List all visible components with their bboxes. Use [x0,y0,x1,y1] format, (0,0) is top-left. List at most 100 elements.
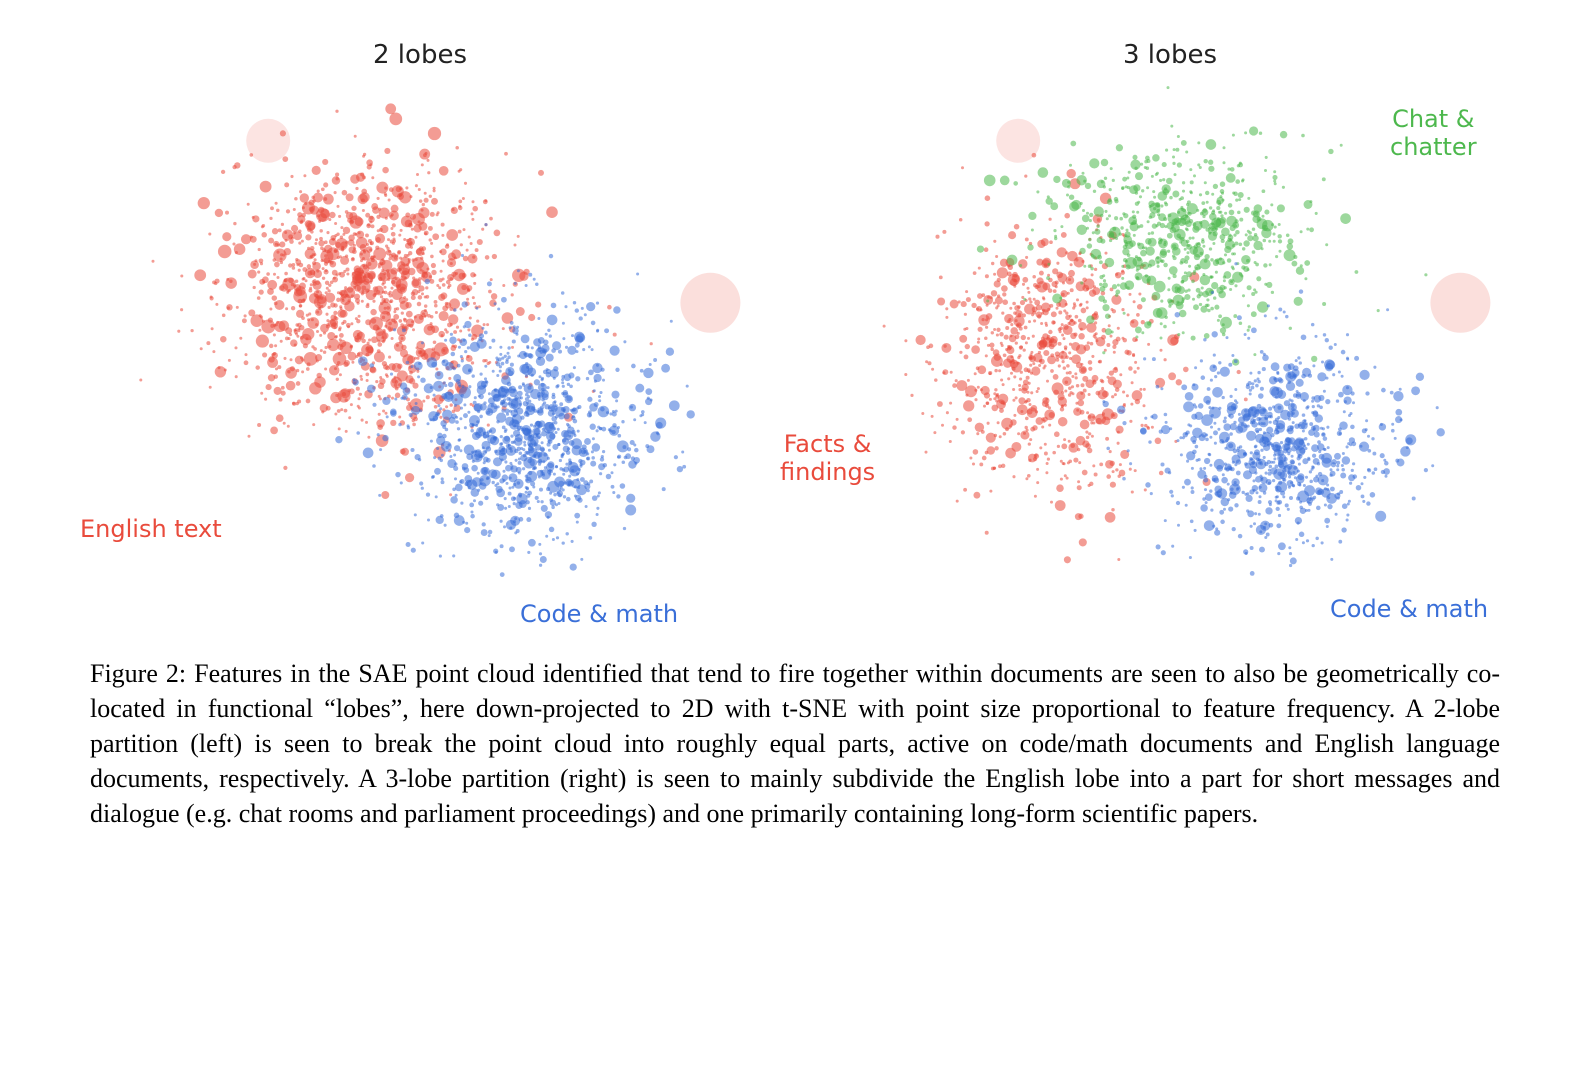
scatter-point [234,243,246,255]
scatter-point [257,296,261,300]
scatter-point [1341,350,1346,355]
scatter-point [429,279,434,284]
scatter-point [562,337,565,340]
scatter-point [463,413,468,418]
scatter-point [561,291,565,295]
scatter-point [1247,304,1250,307]
scatter-point [458,346,461,349]
scatter-point [1210,509,1213,512]
scatter-point [1192,298,1195,301]
scatter-point [298,242,301,245]
scatter-point [1085,431,1088,434]
scatter-point [926,345,930,349]
scatter-point [630,440,635,445]
scatter-point [1361,482,1364,485]
scatter-point [976,432,979,435]
scatter-point [430,325,433,328]
scatter-point [1156,172,1159,175]
scatter-point [457,364,461,368]
scatter-point [1293,365,1299,371]
scatter-point [1063,462,1066,465]
scatter-point [523,353,526,356]
scatter-point [415,258,418,261]
scatter-point [1186,271,1192,277]
scatter-point [1341,527,1346,532]
scatter-point [350,220,354,224]
scatter-point [1160,462,1164,466]
scatter-point [378,266,381,269]
scatter-point [530,481,535,486]
scatter-point [508,386,516,394]
scatter-point [479,415,483,419]
scatter-point [411,291,415,295]
scatter-point [1049,344,1055,350]
scatter-point [621,420,624,423]
scatter-point [1000,378,1003,381]
scatter-point [152,260,155,263]
scatter-point [1264,536,1267,539]
scatter-point [1182,486,1185,489]
scatter-point [475,424,478,427]
scatter-point [411,406,420,415]
scatter-point [366,303,369,306]
scatter-point [496,503,499,506]
scatter-point [371,203,378,210]
scatter-point [1082,215,1090,223]
scatter-point [1197,141,1200,144]
scatter-point [312,262,321,271]
scatter-point [1112,284,1117,289]
scatter-point [996,333,999,336]
scatter-point [417,302,422,307]
scatter-point [609,426,619,436]
scatter-point [398,334,405,341]
scatter-point [1177,135,1180,138]
scatter-point [1375,511,1386,522]
scatter-point [309,287,312,290]
scatter-point [1057,445,1060,448]
scatter-point [1112,309,1116,313]
scatter-point [498,357,502,361]
scatter-point [1236,471,1241,476]
scatter-point [525,284,528,287]
scatter-point [971,345,980,354]
scatter-point [1212,242,1215,245]
scatter-point [1157,213,1160,216]
scatter-point [1228,363,1232,367]
scatter-point [1290,481,1293,484]
scatter-point [410,214,416,220]
scatter-point [343,320,347,324]
scatter-point [1233,192,1238,197]
scatter-point [317,294,327,304]
scatter-point [1111,508,1114,511]
scatter-point [1179,436,1182,439]
scatter-point [1377,309,1380,312]
scatter-point [1187,288,1190,291]
scatter-point [215,303,218,306]
scatter-point [1127,313,1130,316]
scatter-point [500,572,505,577]
scatter-point [1010,372,1013,375]
scatter-point [276,414,284,422]
scatter-point [1144,417,1147,420]
scatter-point [1277,406,1281,410]
scatter-point [510,403,513,406]
scatter-point [522,448,525,451]
scatter-point [591,321,596,326]
scatter-point [1250,571,1255,576]
scatter-point [883,325,886,328]
scatter-point [1147,220,1150,223]
scatter-point [398,284,401,287]
cluster-label: Chat & chatter [1390,106,1477,161]
scatter-point [1067,292,1070,295]
figure-page: 2 lobes English textCode & math 3 lobes … [0,0,1590,1086]
scatter-right-title: 3 lobes [840,40,1500,70]
scatter-point [636,273,639,276]
scatter-point [401,448,409,456]
scatter-point [990,296,993,299]
scatter-point [1288,475,1291,478]
scatter-point [548,473,551,476]
scatter-point [1365,419,1368,422]
scatter-point [386,312,390,316]
scatter-point [942,230,946,234]
scatter-point [426,422,429,425]
